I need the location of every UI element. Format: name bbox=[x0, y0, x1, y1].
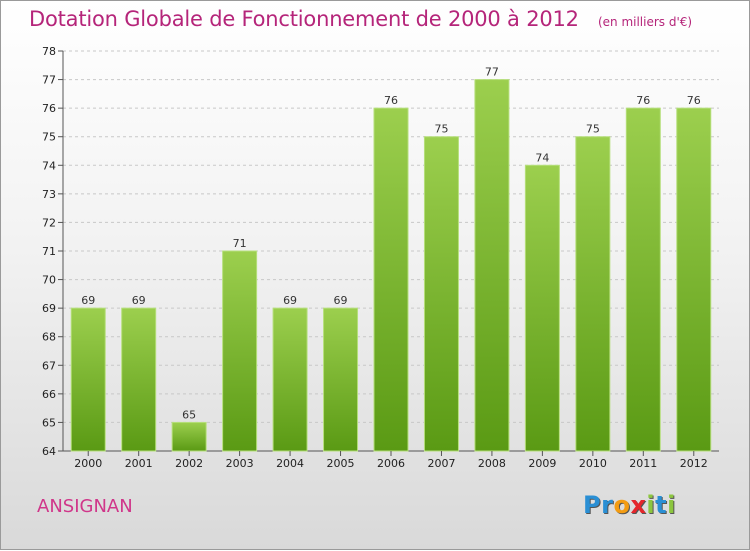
y-tick-label: 73 bbox=[42, 188, 56, 201]
y-axis-ticks: 64 65 66 67 68 69 70 71 72 73 74 75 76 77 78 bbox=[42, 45, 63, 458]
y-tick-label: 70 bbox=[42, 274, 56, 287]
value-label: 69 bbox=[132, 294, 146, 307]
x-tick-label: 2007 bbox=[427, 457, 455, 470]
y-tick-label: 75 bbox=[42, 131, 56, 144]
commune-name: ANSIGNAN bbox=[37, 496, 133, 517]
value-label: 65 bbox=[182, 408, 196, 421]
x-tick-label: 2011 bbox=[629, 457, 657, 470]
y-tick-label: 76 bbox=[42, 102, 56, 115]
value-label: 76 bbox=[687, 94, 701, 107]
value-labels: 69 69 65 71 69 69 76 75 77 74 75 76 76 bbox=[81, 66, 701, 422]
x-tick-label: 2003 bbox=[226, 457, 254, 470]
y-tick-label: 72 bbox=[42, 216, 56, 229]
y-tick-label: 78 bbox=[42, 45, 56, 58]
bar bbox=[222, 250, 258, 452]
value-label: 77 bbox=[485, 66, 499, 79]
x-tick-label: 2002 bbox=[175, 457, 203, 470]
chart-subtitle: (en milliers d'€) bbox=[597, 15, 693, 29]
value-label: 75 bbox=[434, 123, 448, 136]
chart-title: Dotation Globale de Fonctionnement de 20… bbox=[29, 7, 579, 31]
x-tick-label: 2010 bbox=[579, 457, 607, 470]
y-tick-label: 67 bbox=[42, 359, 56, 372]
title-block: Dotation Globale de Fonctionnement de 20… bbox=[29, 7, 692, 31]
bar bbox=[70, 307, 106, 452]
y-tick-label: 71 bbox=[42, 245, 56, 258]
bar bbox=[676, 107, 712, 452]
value-label: 76 bbox=[636, 94, 650, 107]
y-tick-label: 66 bbox=[42, 388, 56, 401]
value-label: 69 bbox=[283, 294, 297, 307]
logo-letter: r bbox=[601, 491, 614, 519]
y-tick-label: 65 bbox=[42, 416, 56, 429]
y-tick-label: 77 bbox=[42, 74, 56, 87]
x-tick-label: 2012 bbox=[680, 457, 708, 470]
logo-letter: o bbox=[613, 491, 631, 519]
x-tick-label: 2009 bbox=[528, 457, 556, 470]
logo-letter: x bbox=[630, 491, 647, 519]
bar bbox=[171, 421, 207, 452]
bar bbox=[474, 79, 510, 452]
value-label: 69 bbox=[334, 294, 348, 307]
bar bbox=[323, 307, 359, 452]
y-tick-label: 64 bbox=[42, 445, 56, 458]
bar bbox=[272, 307, 308, 452]
x-axis-ticks: 2000 2001 2002 2003 2004 2005 2006 2007 2008 2009… bbox=[74, 451, 708, 470]
bars bbox=[70, 79, 712, 452]
value-label: 71 bbox=[233, 237, 247, 250]
value-label: 76 bbox=[384, 94, 398, 107]
logo-letter: P bbox=[583, 491, 602, 519]
bar bbox=[625, 107, 661, 452]
x-tick-label: 2006 bbox=[377, 457, 405, 470]
bar bbox=[423, 136, 459, 452]
value-label: 74 bbox=[535, 151, 549, 164]
x-tick-label: 2008 bbox=[478, 457, 506, 470]
logo-letter: i bbox=[667, 491, 676, 519]
proxiti-logo: Proxiti bbox=[583, 491, 676, 519]
bar bbox=[121, 307, 157, 452]
bar bbox=[575, 136, 611, 452]
value-label: 75 bbox=[586, 123, 600, 136]
y-tick-label: 69 bbox=[42, 302, 56, 315]
y-tick-label: 74 bbox=[42, 159, 56, 172]
y-tick-label: 68 bbox=[42, 331, 56, 344]
bar bbox=[524, 164, 560, 452]
bar bbox=[373, 107, 409, 452]
value-label: 69 bbox=[81, 294, 95, 307]
x-tick-label: 2001 bbox=[125, 457, 153, 470]
x-tick-label: 2004 bbox=[276, 457, 304, 470]
logo-letter: t bbox=[655, 491, 668, 519]
x-tick-label: 2005 bbox=[327, 457, 355, 470]
logo-letter: i bbox=[646, 491, 656, 519]
x-tick-label: 2000 bbox=[74, 457, 102, 470]
